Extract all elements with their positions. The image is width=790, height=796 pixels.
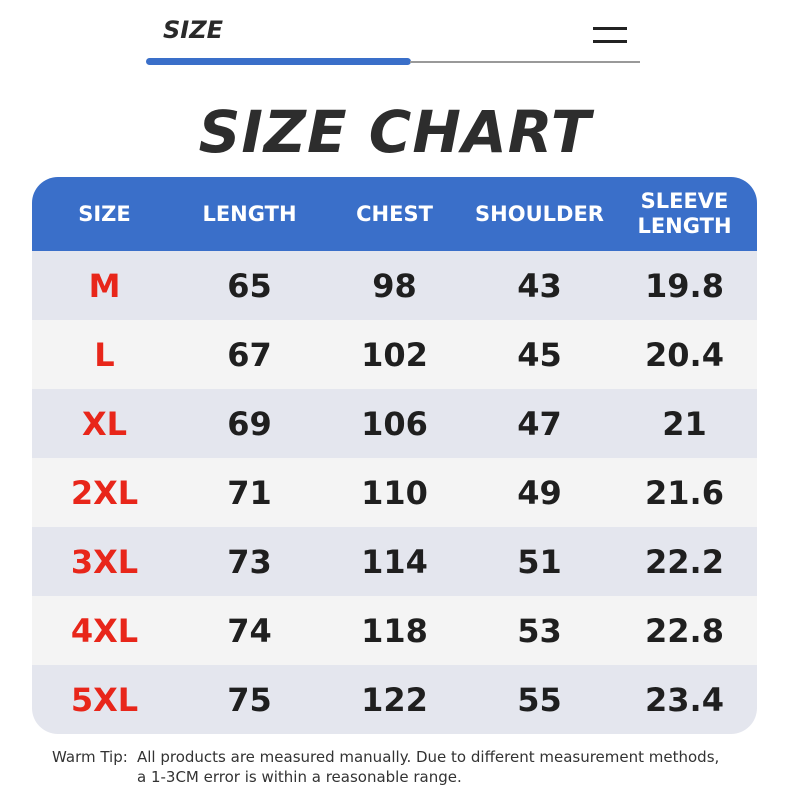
- warm-tip: Warm Tip: All products are measured manua…: [52, 747, 719, 787]
- measurement: 98: [372, 266, 417, 305]
- measurement: 55: [517, 680, 562, 719]
- measurement: 21.6: [645, 473, 724, 512]
- measurement: 74: [227, 611, 272, 650]
- table-row: XL 69 106 47 21: [32, 389, 757, 458]
- table-row: 3XL 73 114 51 22.2: [32, 527, 757, 596]
- size-label: L: [94, 335, 115, 374]
- measurement: 118: [361, 611, 428, 650]
- table-row: 2XL 71 110 49 21.6: [32, 458, 757, 527]
- measurement: 47: [517, 404, 562, 443]
- measurement: 45: [517, 335, 562, 374]
- table-row: 4XL 74 118 53 22.8: [32, 596, 757, 665]
- measurement: 22.2: [645, 542, 724, 581]
- tab-indicator: [146, 58, 411, 65]
- measurement: 69: [227, 404, 272, 443]
- column-header: SLEEVE LENGTH: [637, 189, 732, 238]
- size-label: M: [88, 266, 121, 305]
- tip-label: Warm Tip:: [52, 748, 128, 766]
- measurement: 53: [517, 611, 562, 650]
- column-header: SHOULDER: [475, 202, 604, 226]
- size-label: XL: [81, 404, 128, 443]
- menu-line: [593, 40, 627, 43]
- measurement: 22.8: [645, 611, 724, 650]
- column-header: LENGTH: [202, 202, 297, 226]
- measurement: 49: [517, 473, 562, 512]
- size-table: SIZE LENGTH CHEST SHOULDER SLEEVE LENGTH M 65 9…: [32, 177, 757, 734]
- table-row: M 65 98 43 19.8: [32, 251, 757, 320]
- title: SIZE CHART: [198, 98, 592, 166]
- measurement: 122: [361, 680, 428, 719]
- measurement: 102: [361, 335, 428, 374]
- header-row: SIZE LENGTH CHEST SHOULDER SLEEVE LENGTH: [32, 177, 757, 251]
- measurement: 75: [227, 680, 272, 719]
- measurement: 51: [517, 542, 562, 581]
- size-label: 4XL: [70, 611, 139, 650]
- tab-track: [410, 61, 640, 63]
- measurement: 23.4: [645, 680, 724, 719]
- measurement: 73: [227, 542, 272, 581]
- measurement: 65: [227, 266, 272, 305]
- column-header: SIZE: [78, 202, 131, 226]
- table-row: 5XL 75 122 55 23.4: [32, 665, 757, 734]
- measurement: 106: [361, 404, 428, 443]
- size-label: 3XL: [70, 542, 139, 581]
- column-header: CHEST: [356, 202, 433, 226]
- tip-text: All products are measured manually. Due …: [137, 748, 720, 766]
- size-label: 2XL: [70, 473, 139, 512]
- size-label: 5XL: [70, 680, 139, 719]
- measurement: 20.4: [645, 335, 724, 374]
- tab-label[interactable]: SIZE: [163, 16, 224, 44]
- measurement: 67: [227, 335, 272, 374]
- measurement: 71: [227, 473, 272, 512]
- measurement: 114: [361, 542, 428, 581]
- table-row: L 67 102 45 20.4: [32, 320, 757, 389]
- measurement: 43: [517, 266, 562, 305]
- measurement: 19.8: [645, 266, 724, 305]
- measurement: 21: [662, 404, 707, 443]
- menu-line: [593, 27, 627, 30]
- tip-text: a 1-3CM error is within a reasonable ran…: [137, 768, 462, 786]
- measurement: 110: [361, 473, 428, 512]
